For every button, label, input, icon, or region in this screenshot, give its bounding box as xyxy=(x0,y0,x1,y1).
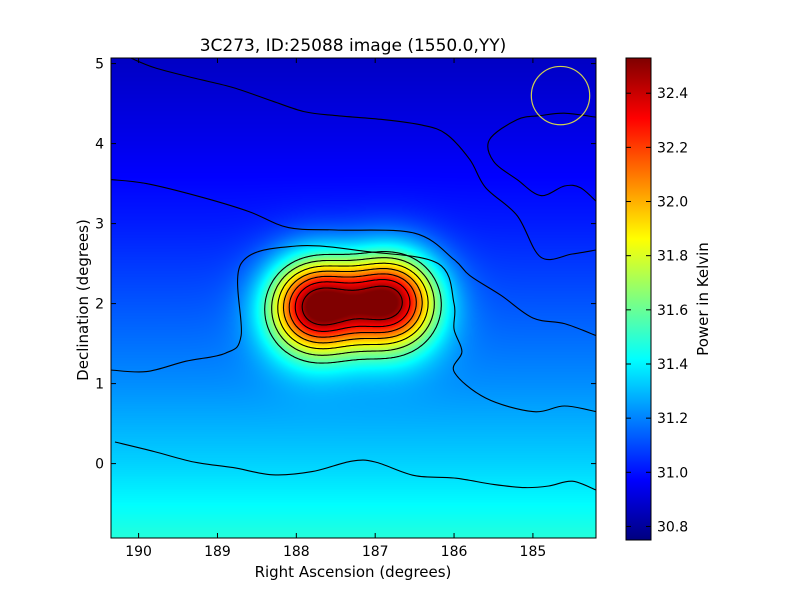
x-tick-label: 188 xyxy=(283,544,310,560)
contour-line-1 xyxy=(114,441,596,491)
plot-frame xyxy=(110,57,597,539)
y-axis-label: Declination (degrees) xyxy=(74,219,92,381)
source-contour-3 xyxy=(277,262,429,350)
x-axis-label: Right Ascension (degrees) xyxy=(255,563,452,581)
y-tick-label: 2 xyxy=(95,297,104,313)
source-contour-6 xyxy=(294,279,411,332)
plot-area xyxy=(111,58,596,538)
contour-line-4 xyxy=(130,58,596,261)
y-tick-label: 4 xyxy=(95,137,104,153)
x-tick-label: 185 xyxy=(520,544,547,560)
colorbar-tick-label: 31.4 xyxy=(657,357,688,373)
source-contour-5 xyxy=(288,273,417,338)
contour-layer xyxy=(111,58,596,491)
source-contour-1 xyxy=(264,251,442,364)
colorbar-tick-label: 32.2 xyxy=(657,140,688,156)
y-tick-label: 0 xyxy=(95,457,104,473)
contour-line-2 xyxy=(111,245,596,413)
heatmap-image xyxy=(111,58,596,538)
colorbar: 30.8 31.0 31.2 31.4 31.6 31.8 32.0 32.2 32.4 Pow… xyxy=(625,57,712,541)
colorbar-label: Power in Kelvin xyxy=(694,242,712,356)
colorbar-tick-label: 32.4 xyxy=(657,86,688,102)
colorbar-tick-label: 30.8 xyxy=(657,519,688,535)
y-tick-label: 3 xyxy=(95,217,104,233)
colorbar-tick-label: 31.0 xyxy=(657,465,688,481)
source-contour-7 xyxy=(301,285,403,326)
y-tick-label: 5 xyxy=(95,57,104,73)
colorbar-tick-label: 31.6 xyxy=(657,303,688,319)
y-tick-label: 1 xyxy=(95,377,104,393)
x-axis: 190 189 188 187 186 185 xyxy=(125,58,546,560)
x-tick-label: 186 xyxy=(441,544,468,560)
colorbar-gradient xyxy=(625,57,652,541)
beam-marker xyxy=(530,65,591,126)
x-tick-label: 190 xyxy=(125,544,152,560)
colorbar-tick-label: 32.0 xyxy=(657,195,688,211)
y-axis: 0 1 2 3 4 5 xyxy=(95,57,596,473)
chart-title: 3C273, ID:25088 image (1550.0,YY) xyxy=(200,36,507,56)
contour-line-3 xyxy=(111,179,596,337)
x-tick-label: 189 xyxy=(204,544,231,560)
source-contour-layer xyxy=(264,251,442,364)
colorbar-tick-label: 31.2 xyxy=(657,411,688,427)
x-tick-label: 187 xyxy=(362,544,389,560)
source-contour-4 xyxy=(282,267,423,344)
contour-line-5 xyxy=(487,112,596,202)
colorbar-tick-label: 31.8 xyxy=(657,249,688,265)
source-contour-2 xyxy=(271,257,435,356)
colorbar-ticks: 30.8 31.0 31.2 31.4 31.6 31.8 32.0 32.2 32.4 xyxy=(626,86,688,535)
